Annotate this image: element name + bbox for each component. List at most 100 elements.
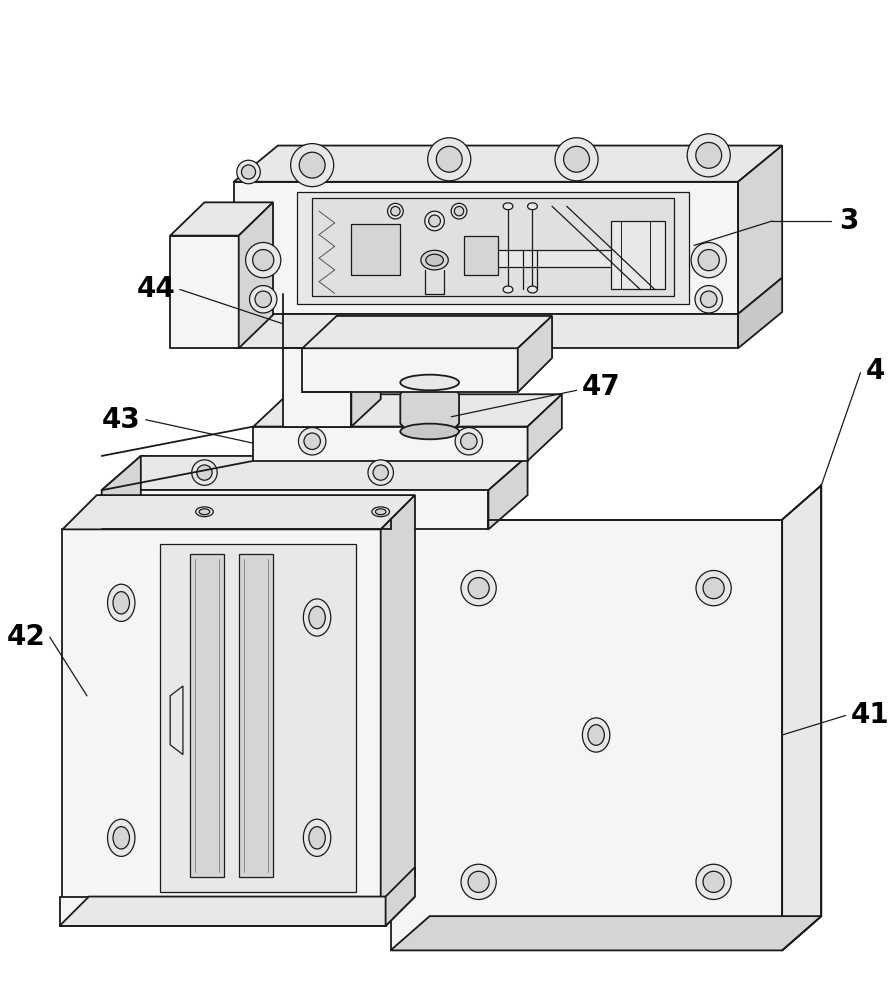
Ellipse shape [461,864,496,899]
Ellipse shape [695,286,722,313]
Ellipse shape [309,827,325,849]
Polygon shape [351,224,401,275]
Polygon shape [63,495,415,529]
Ellipse shape [298,428,326,455]
Ellipse shape [555,138,598,181]
Ellipse shape [696,570,731,606]
Ellipse shape [421,250,448,270]
Ellipse shape [249,286,277,313]
Text: 4: 4 [866,357,884,385]
Polygon shape [391,520,782,950]
Polygon shape [234,314,738,348]
Polygon shape [59,897,385,926]
Polygon shape [518,316,552,392]
Text: 42: 42 [7,623,46,651]
Polygon shape [160,544,357,892]
Polygon shape [234,146,782,182]
Ellipse shape [375,509,386,515]
Ellipse shape [253,250,274,271]
Polygon shape [283,294,351,427]
Ellipse shape [468,578,489,599]
Ellipse shape [309,606,325,629]
Polygon shape [190,554,224,877]
Ellipse shape [388,203,403,219]
Ellipse shape [368,460,393,485]
Polygon shape [611,221,665,289]
Polygon shape [101,456,141,529]
Ellipse shape [299,152,325,178]
Ellipse shape [461,570,496,606]
Polygon shape [401,383,459,431]
Ellipse shape [197,465,212,480]
Ellipse shape [108,584,135,621]
Polygon shape [312,198,675,296]
Ellipse shape [246,242,280,278]
Polygon shape [391,916,822,950]
Ellipse shape [454,206,464,216]
Ellipse shape [304,819,331,856]
Ellipse shape [564,146,590,172]
Ellipse shape [242,165,255,179]
Polygon shape [63,529,381,911]
Polygon shape [302,316,552,348]
Ellipse shape [696,864,731,899]
Polygon shape [170,686,183,755]
Ellipse shape [703,871,724,892]
Text: 47: 47 [582,373,620,401]
Polygon shape [234,182,738,314]
Polygon shape [170,202,273,236]
Ellipse shape [237,160,260,184]
Polygon shape [464,236,498,275]
Text: 44: 44 [136,275,175,303]
Polygon shape [283,267,381,294]
Ellipse shape [373,465,388,480]
Text: 43: 43 [102,406,141,434]
Polygon shape [488,456,528,529]
Ellipse shape [691,242,727,278]
Polygon shape [254,427,528,461]
Polygon shape [254,394,562,427]
Ellipse shape [113,592,129,614]
Ellipse shape [588,725,604,745]
Polygon shape [238,202,273,348]
Text: 3: 3 [839,207,858,235]
Polygon shape [738,278,782,348]
Ellipse shape [304,433,321,449]
Ellipse shape [195,507,213,517]
Ellipse shape [192,460,217,485]
Ellipse shape [199,509,210,515]
Ellipse shape [436,146,462,172]
Polygon shape [381,495,415,911]
Ellipse shape [687,134,730,177]
Ellipse shape [427,138,470,181]
Polygon shape [738,146,782,314]
Ellipse shape [503,286,513,293]
Polygon shape [351,267,381,427]
Ellipse shape [455,428,483,455]
Ellipse shape [582,718,610,752]
Ellipse shape [290,144,333,187]
Ellipse shape [372,507,390,517]
Ellipse shape [701,291,717,308]
Ellipse shape [461,433,477,449]
Polygon shape [238,554,273,877]
Polygon shape [528,394,562,461]
Ellipse shape [528,286,538,293]
Ellipse shape [468,871,489,892]
Ellipse shape [113,827,129,849]
Polygon shape [782,485,822,950]
Ellipse shape [401,375,459,390]
Polygon shape [297,192,689,304]
Ellipse shape [503,203,513,210]
Polygon shape [488,250,655,267]
Ellipse shape [391,206,401,216]
Polygon shape [101,456,528,490]
Ellipse shape [698,250,719,271]
Polygon shape [101,490,488,529]
Ellipse shape [426,254,444,266]
Ellipse shape [304,599,331,636]
Text: 41: 41 [850,701,890,729]
Ellipse shape [108,819,135,856]
Ellipse shape [696,142,721,168]
Ellipse shape [428,215,441,227]
